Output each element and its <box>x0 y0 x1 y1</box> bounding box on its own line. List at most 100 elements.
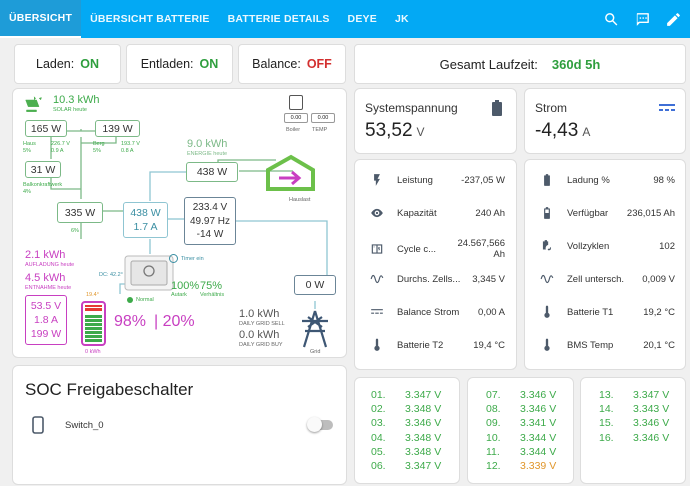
detail-label: Leistung <box>397 174 433 186</box>
detail-label: Vollzyklen <box>567 240 610 252</box>
grid-label: Grid <box>310 349 321 355</box>
tab-jk[interactable]: JK <box>394 13 409 25</box>
soc-secondary-percent: | 20% <box>154 313 195 330</box>
flow-lines <box>50 129 328 348</box>
detail-value: 24.567,566 Ah <box>457 238 505 260</box>
balance-label: Balance: <box>252 57 301 71</box>
tab-deye[interactable]: DEYE <box>347 13 377 25</box>
status-dot <box>127 297 133 303</box>
detail-row[interactable]: Cycle c... 24.567,566 Ah <box>369 238 505 260</box>
cell-voltage: 3.348 V <box>405 445 442 458</box>
power-flow-card[interactable]: 10.3 kWh SOLAR heute 165 W 139 W Haus 5%… <box>12 88 347 358</box>
tab-batterie-details[interactable]: BATTERIE DETAILS <box>227 13 330 25</box>
cell-voltage-row: 07. 3.346 V <box>486 388 556 402</box>
switch-label: Switch_0 <box>65 420 104 431</box>
cell-voltage: 3.347 V <box>405 389 442 401</box>
cell-number: 12. <box>486 460 501 473</box>
detail-label: Balance Strom <box>397 306 460 318</box>
berg-amp: 0.8 A <box>121 148 134 154</box>
cell-number: 01. <box>371 389 386 401</box>
strom-value: -4,43 <box>535 120 579 141</box>
cell-voltage: 3.348 V <box>405 403 442 416</box>
laufzeit-label: Gesamt Laufzeit: <box>439 56 538 72</box>
detail-row[interactable]: Ladung % 98 % <box>539 172 675 188</box>
detail-row[interactable]: Zell untersch. 0,009 V <box>539 271 675 287</box>
detail-row[interactable]: Verfügbar 236,015 Ah <box>539 205 675 221</box>
detail-value: 0,009 V <box>642 273 675 285</box>
haus-label: Haus <box>23 141 36 147</box>
cell-voltage: 3.347 V <box>405 460 442 473</box>
search-icon[interactable] <box>603 11 620 28</box>
battery-icon <box>539 172 555 188</box>
cell-voltage-row: 10. 3.344 V <box>486 431 556 445</box>
cell-number: 16. <box>599 431 614 444</box>
detail-row[interactable]: Batterie T2 19,4 °C <box>369 337 505 353</box>
entnahme-label: ENTNAHME heute <box>25 285 72 291</box>
cellphone-icon <box>32 416 44 434</box>
tab-uebersicht[interactable]: ÜBERSICHT <box>0 0 82 38</box>
inverter-current: 1.7 A <box>133 221 158 233</box>
detail-label: Zell untersch. <box>567 273 625 285</box>
detail-row[interactable]: Kapazität 240 Ah <box>369 205 505 221</box>
battery-sync-icon <box>539 238 555 254</box>
detail-row[interactable]: Vollzyklen 102 <box>539 238 675 254</box>
grid-buy-label: DAILY GRID BUY <box>239 342 283 348</box>
boiler-label: Boiler <box>286 127 301 133</box>
cell-voltage: 3.346 V <box>520 403 557 416</box>
cell-voltage-row: 16. 3.346 V <box>599 431 669 445</box>
battery-fill-level <box>85 313 102 342</box>
laden-chip: Laden: ON <box>14 44 121 84</box>
spannung-label: Systemspannung <box>365 101 458 115</box>
berg-pv-box: 139 W <box>95 120 140 137</box>
cell-voltage-row: 01. 3.347 V <box>371 388 441 402</box>
detail-label: Kapazität <box>397 207 437 219</box>
haus-amp: 0.9 A <box>51 148 64 154</box>
detail-value: 98 % <box>653 174 675 186</box>
detail-value: 20,1 °C <box>643 339 675 351</box>
cell-voltage-row: 04. 3.348 V <box>371 431 441 445</box>
battery-temp: 19.4° <box>86 292 99 298</box>
strom-unit: A <box>582 125 591 139</box>
cell-voltage-row: 02. 3.348 V <box>371 402 441 416</box>
pencil-icon[interactable] <box>665 11 682 28</box>
normal-label: Normal <box>136 297 154 303</box>
cell-voltage: 3.343 V <box>633 403 670 416</box>
detail-row[interactable]: Leistung -237,05 W <box>369 172 505 188</box>
assist-icon[interactable] <box>634 11 651 28</box>
soc-card: SOC Freigabeschalter Switch_0 <box>12 365 347 485</box>
cell-voltage-row: 08. 3.346 V <box>486 402 556 416</box>
detail-label: BMS Temp <box>567 339 614 351</box>
balkon-pv-box: 31 W <box>25 161 61 178</box>
entladen-chip: Entladen: ON <box>126 44 233 84</box>
verhaeltnis-pct: 75% <box>200 280 223 292</box>
grid-frequency: 49.97 Hz <box>189 215 231 227</box>
tab-uebersicht-batterie[interactable]: ÜBERSICHT BATTERIE <box>90 13 210 25</box>
cell-number: 11. <box>486 445 500 458</box>
cell-voltage-row: 05. 3.348 V <box>371 445 441 459</box>
cells-card-2: 07. 3.346 V 08. 3.346 V 09. 3.341 V 10. 3.344 V… <box>467 377 574 484</box>
detail-value: 19,2 °C <box>643 306 675 318</box>
cell-number: 03. <box>371 417 386 430</box>
berg-label: Berg <box>93 141 105 147</box>
hauslast-label: Hauslast <box>289 197 311 203</box>
detail-row[interactable]: Durchs. Zells... 3,345 V <box>369 271 505 287</box>
detail-row[interactable]: Balance Strom 0,00 A <box>369 304 505 320</box>
detail-row[interactable]: Batterie T1 19,2 °C <box>539 304 675 320</box>
switch-toggle[interactable] <box>307 417 322 432</box>
laufzeit-chip: Gesamt Laufzeit: 360d 5h <box>354 44 686 84</box>
solar-kwh: 10.3 kWh <box>53 94 100 106</box>
detail-row[interactable]: BMS Temp 20,1 °C <box>539 337 675 353</box>
spannung-card: Systemspannung 53,52 V <box>354 88 517 154</box>
entladen-value: ON <box>199 57 219 71</box>
boiler-value: 0.00 <box>284 113 308 123</box>
cell-number: 02. <box>371 403 386 416</box>
soc-percent: 98% <box>114 313 147 330</box>
laden-value: ON <box>80 57 99 71</box>
cell-voltage-row: 09. 3.341 V <box>486 416 556 430</box>
cell-voltage: 3.346 V <box>405 417 442 430</box>
detail-value: 3,345 V <box>472 273 505 285</box>
cell-voltage: 3.346 V <box>520 389 557 401</box>
grid-buy-kwh: 0.0 kWh <box>239 329 280 341</box>
load-box: 438 W <box>186 162 238 182</box>
entnahme-kwh: 4.5 kWh <box>25 272 66 284</box>
